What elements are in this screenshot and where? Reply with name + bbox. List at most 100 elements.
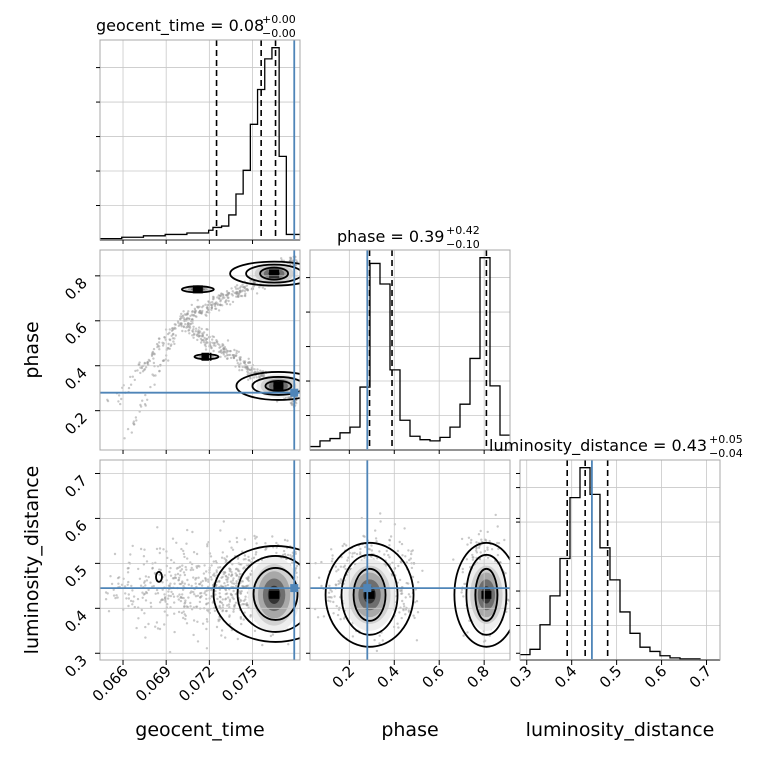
scatter-point-phase-distance xyxy=(376,557,379,560)
scatter-point-time-distance xyxy=(196,620,199,623)
scatter-point-phase-distance xyxy=(407,549,410,552)
scatter-point-time-distance xyxy=(199,596,202,599)
scatter-point-time-phase xyxy=(201,306,204,309)
scatter-point-time-distance xyxy=(190,590,193,593)
scatter-point-phase-distance xyxy=(379,512,382,515)
scatter-point-time-phase xyxy=(136,369,139,372)
scatter-point-time-phase xyxy=(198,330,202,333)
scatter-point-time-phase xyxy=(225,302,229,306)
scatter-point-time-phase xyxy=(217,294,220,297)
density-time-phase-peak xyxy=(201,352,212,361)
scatter-point-time-distance xyxy=(220,634,223,637)
scatter-point-time-phase xyxy=(243,286,246,289)
scatter-point-time-distance xyxy=(182,616,185,620)
scatter-point-time-phase xyxy=(234,285,237,289)
scatter-point-phase-distance xyxy=(490,548,494,551)
scatter-point-time-distance xyxy=(115,594,118,597)
scatter-point-phase-distance xyxy=(486,548,489,551)
scatter-point-time-distance xyxy=(254,537,257,540)
scatter-point-time-distance xyxy=(181,564,184,567)
scatter-point-time-distance xyxy=(215,571,218,574)
scatter-point-time-distance xyxy=(167,594,170,597)
scatter-point-time-distance xyxy=(194,582,197,585)
scatter-point-time-distance xyxy=(143,548,146,551)
scatter-point-time-distance xyxy=(166,556,169,560)
scatter-point-time-phase xyxy=(191,330,195,333)
scatter-point-time-distance xyxy=(218,595,222,598)
scatter-point-time-distance xyxy=(240,563,243,566)
scatter-point-time-distance xyxy=(289,554,292,557)
density-phase-distance-peak xyxy=(364,590,375,599)
scatter-point-phase-distance xyxy=(364,545,367,549)
scatter-point-phase-distance xyxy=(330,548,333,551)
scatter-point-time-distance xyxy=(220,629,224,632)
scatter-point-time-distance xyxy=(235,540,239,544)
scatter-point-time-distance xyxy=(184,617,187,621)
scatter-point-time-phase xyxy=(188,328,191,332)
scatter-point-time-distance xyxy=(131,544,134,548)
scatter-point-time-distance xyxy=(219,600,222,604)
scatter-point-time-distance xyxy=(245,564,248,567)
scatter-point-time-phase xyxy=(291,259,294,262)
scatter-point-phase-distance xyxy=(339,565,343,568)
scatter-point-time-distance xyxy=(254,553,257,556)
scatter-point-phase-distance xyxy=(410,550,413,553)
scatter-point-time-phase xyxy=(212,297,215,300)
ytick-label-luminosity-distance: 0.6 xyxy=(61,517,91,547)
scatter-point-time-phase xyxy=(152,361,156,365)
scatter-point-time-phase xyxy=(173,323,176,326)
scatter-point-time-distance xyxy=(231,582,234,585)
scatter-point-time-distance xyxy=(112,594,116,597)
scatter-point-time-distance xyxy=(158,601,162,604)
scatter-point-time-phase xyxy=(220,292,223,295)
scatter-point-time-distance xyxy=(163,623,166,626)
scatter-point-time-phase xyxy=(253,368,256,371)
scatter-point-phase-distance xyxy=(415,600,419,603)
scatter-point-time-distance xyxy=(206,543,209,546)
scatter-point-time-distance xyxy=(124,592,127,595)
scatter-point-time-phase xyxy=(158,337,161,340)
scatter-point-time-phase xyxy=(245,367,248,370)
scatter-point-time-phase xyxy=(243,366,246,369)
scatter-point-time-distance xyxy=(182,552,186,556)
scatter-point-phase-distance xyxy=(412,614,415,617)
scatter-point-phase-distance xyxy=(488,539,491,543)
scatter-point-phase-distance xyxy=(327,591,331,594)
scatter-point-time-distance xyxy=(135,626,138,630)
scatter-point-phase-distance xyxy=(381,639,384,642)
scatter-point-time-distance xyxy=(191,530,194,534)
scatter-point-time-distance xyxy=(184,599,187,602)
scatter-point-time-phase xyxy=(126,427,130,431)
scatter-point-phase-distance xyxy=(316,616,320,619)
contour-time-distance xyxy=(155,570,163,583)
scatter-point-time-distance xyxy=(221,598,224,601)
scatter-point-time-distance xyxy=(213,609,217,613)
scatter-point-time-distance xyxy=(223,571,227,574)
scatter-point-time-phase xyxy=(168,328,171,331)
scatter-point-time-phase xyxy=(144,366,148,369)
scatter-point-time-phase xyxy=(222,347,225,351)
scatter-point-phase-distance xyxy=(375,540,378,543)
histogram-phase xyxy=(310,257,510,448)
scatter-point-time-phase xyxy=(216,302,219,305)
scatter-point-time-distance xyxy=(178,565,182,568)
scatter-point-time-distance xyxy=(154,592,157,595)
scatter-point-time-distance xyxy=(212,560,215,563)
scatter-point-time-phase xyxy=(231,354,234,357)
scatter-point-time-distance xyxy=(181,588,185,591)
scatter-point-phase-distance xyxy=(469,541,473,544)
scatter-point-phase-distance xyxy=(388,538,391,542)
scatter-point-time-distance xyxy=(161,598,165,601)
scatter-point-time-phase xyxy=(204,348,208,351)
scatter-point-time-phase xyxy=(246,373,249,376)
histogram-layer xyxy=(100,47,720,661)
scatter-point-time-phase xyxy=(134,369,137,373)
scatter-point-time-distance xyxy=(155,621,159,624)
scatter-point-time-distance xyxy=(271,535,274,538)
scatter-point-phase-distance xyxy=(359,547,362,551)
scatter-point-time-distance xyxy=(180,596,184,599)
scatter-point-time-phase xyxy=(235,287,238,290)
scatter-point-time-phase xyxy=(226,291,229,295)
scatter-point-time-phase xyxy=(219,303,222,306)
scatter-point-time-distance xyxy=(174,573,177,576)
